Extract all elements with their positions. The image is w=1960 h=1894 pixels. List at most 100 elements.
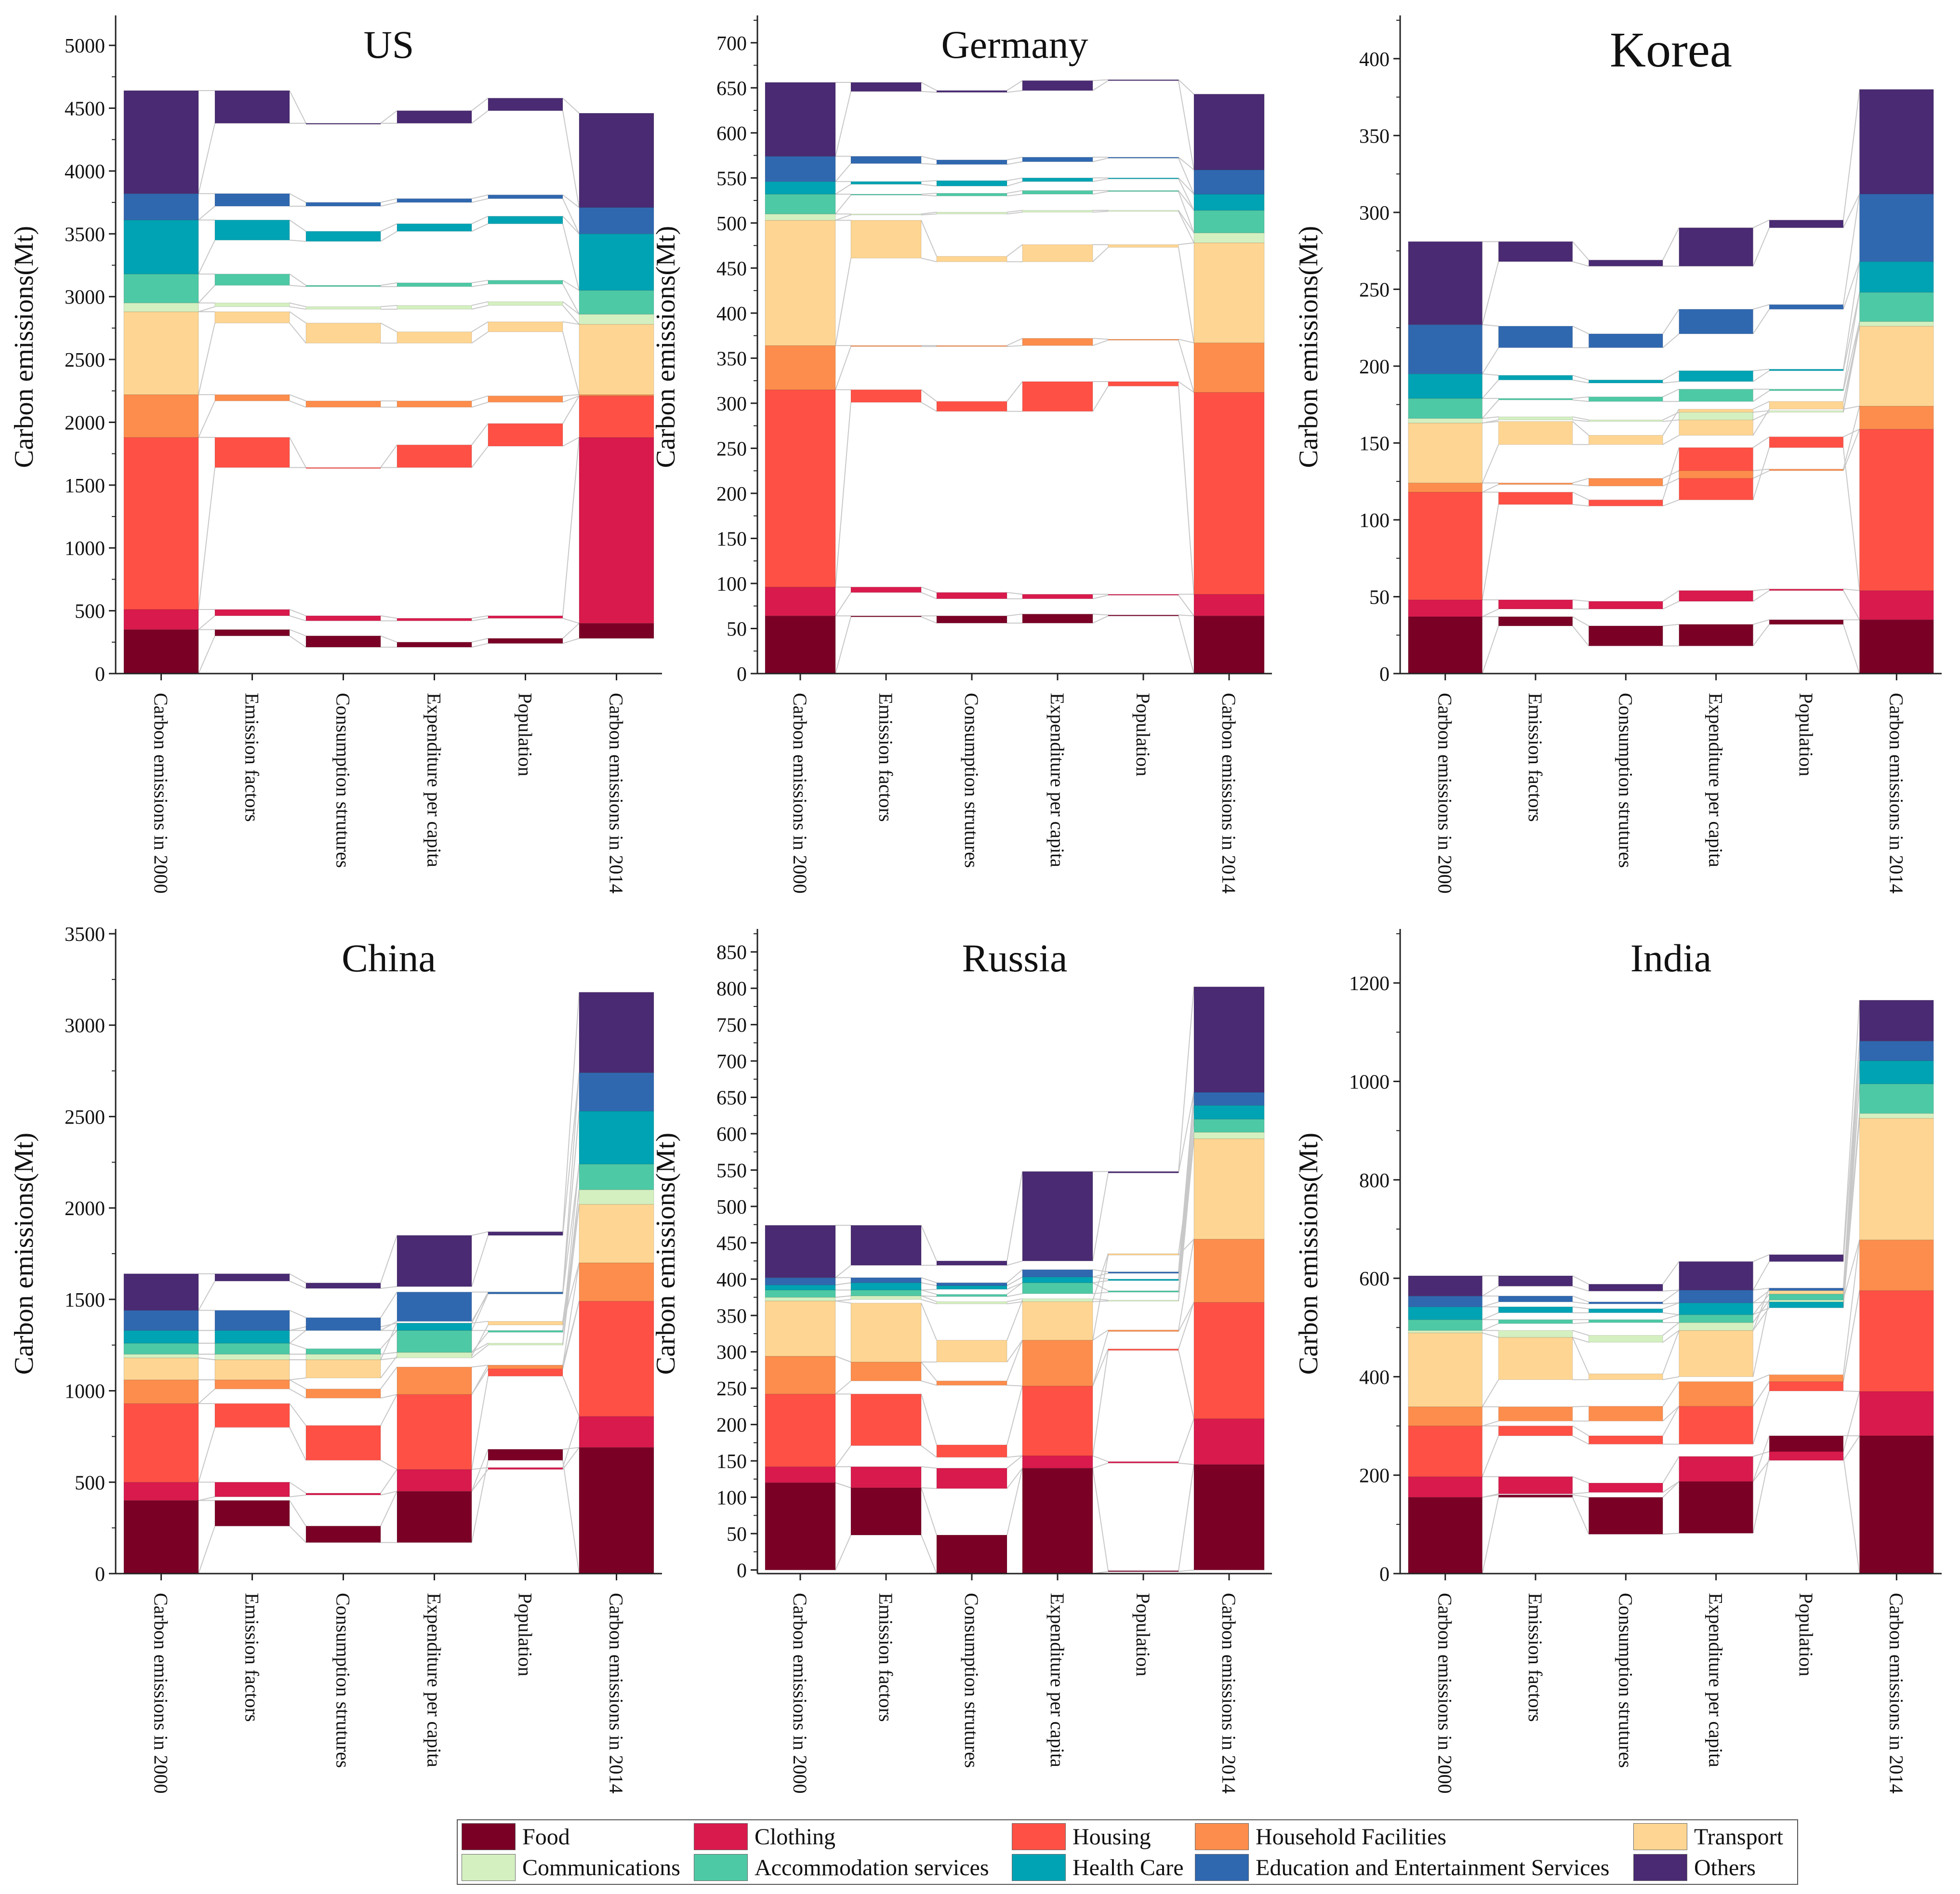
india-x-tick-label: Population [1795,1593,1817,1676]
russia-y-tick-label: 350 [716,1305,747,1327]
us-bar-communications [305,306,381,310]
germany-connector-line [1006,193,1023,197]
germany-x-tick-label: Population [1132,693,1154,776]
us-connector-line [198,615,215,630]
germany-connector-line [1006,190,1023,194]
us-connector-line [562,396,580,424]
korea-connector-line [1662,370,1680,381]
germany-connector-line [921,220,937,257]
china-bar-education-and-entertainment-services [397,1292,472,1322]
korea-connector-line [1842,321,1860,391]
germany-connector-line [921,389,937,402]
us-bar-others [123,90,199,194]
korea-connector-line [1572,399,1589,402]
korea-bar-household-facilities [1679,470,1753,479]
china-connector-line [289,1326,306,1331]
germany-bar-education-and-entertainment-services [765,156,836,182]
korea-bar-education-and-entertainment-services [1589,333,1663,348]
russia-bar-housing [765,1393,836,1467]
russia-connector-line [921,1487,937,1489]
china-connector-line [471,1235,489,1287]
china-y-tick-label: 2500 [65,1106,105,1128]
germany-bar-housing [1022,381,1093,412]
us-y-tick-label: 4500 [65,98,105,120]
germany-connector-line [921,402,937,412]
india-connector-line [1572,1306,1589,1310]
china-bar-clothing [214,1482,290,1497]
germany-bar-others [1193,93,1265,170]
germany-connector-line [1178,80,1195,170]
us-bar-education-and-entertainment-services [579,207,654,234]
india-bar-household-facilities [1408,1406,1483,1427]
russia-connector-line [1092,1349,1109,1387]
india-connector-line [1572,1337,1589,1374]
us-connector-line [198,467,216,610]
russia-connector-line [835,1380,851,1395]
us-x-tick-label: Consumption strutures [332,693,354,868]
india-connector-line [1572,1295,1589,1303]
korea-x-tick-label: Carbon emissions in 2000 [1434,693,1456,894]
us-connector-line [380,198,397,203]
legend-swatch [1012,1823,1066,1850]
china-connector-line [471,1469,489,1492]
us-bar-household-facilities [214,394,290,401]
us-connector-line [562,394,580,397]
russia-connector-line [1006,1455,1023,1458]
russia-bar-education-and-entertainment-services [850,1277,922,1283]
korea-connector-line [1842,194,1860,228]
germany-connector-line [921,257,937,263]
korea-connector-line [1572,625,1589,647]
germany-bar-housing [936,401,1007,412]
germany-bar-communications [765,213,836,221]
korea-connector-line [1662,411,1680,421]
china-connector-line [380,1491,397,1496]
china-connector-line [380,1292,397,1318]
korea-connector-line [1842,261,1860,310]
germany-connector-line [1178,190,1194,211]
korea-y-tick-label: 400 [1359,49,1390,71]
russia-connector-line [1178,1092,1195,1272]
korea-connector-line [1662,227,1680,261]
germany-bar-health-care [765,181,836,195]
germany-connector-line [921,212,937,215]
russia-bar-household-facilities [765,1356,836,1394]
germany-bar-accommodation-services [1108,190,1179,192]
germany-bar-transport [936,256,1007,262]
us-connector-line [562,623,580,639]
germany-bar-food [1108,614,1179,616]
us-connector-line [471,194,489,199]
india-bar-others [1498,1275,1573,1286]
india-bar-household-facilities [1589,1406,1663,1421]
korea-y-tick-label: 250 [1359,279,1390,301]
us-connector-line [289,285,306,287]
germany-bar-housing [1193,392,1265,595]
russia-connector-line [921,1445,937,1458]
india-bar-education-and-entertainment-services [1498,1296,1573,1302]
india-connector-line [1753,1451,1770,1457]
india-bar-accommodation-services [1859,1084,1934,1114]
china-bar-housing [123,1403,199,1483]
russia-connector-line [835,1445,851,1467]
korea-connector-line [1482,444,1499,483]
india-connector-line [1753,1307,1770,1315]
germany-connector-line [1006,181,1023,187]
us-bar-household-facilities [305,400,381,408]
germany-connector-line [835,184,851,195]
korea-connector-line [1662,590,1680,602]
russia-bar-communications [1193,1132,1265,1139]
india-bar-clothing [1859,1391,1934,1436]
russia-connector-line [1006,1468,1023,1489]
china-bar-food [305,1525,381,1543]
china-connector-line [289,1281,306,1289]
russia-bar-housing [1022,1386,1093,1457]
india-bar-transport [1408,1332,1483,1407]
us-bar-communications [579,314,654,325]
russia-connector-line [921,1303,937,1340]
china-connector-line [562,1416,580,1468]
india-bar-accommodation-services [1679,1314,1753,1323]
korea-connector-line [1482,504,1499,600]
india-bar-transport [1498,1337,1573,1380]
germany-y-tick-label: 700 [716,33,747,55]
germany-connector-line [1006,244,1023,257]
russia-connector-line [1006,1340,1023,1381]
